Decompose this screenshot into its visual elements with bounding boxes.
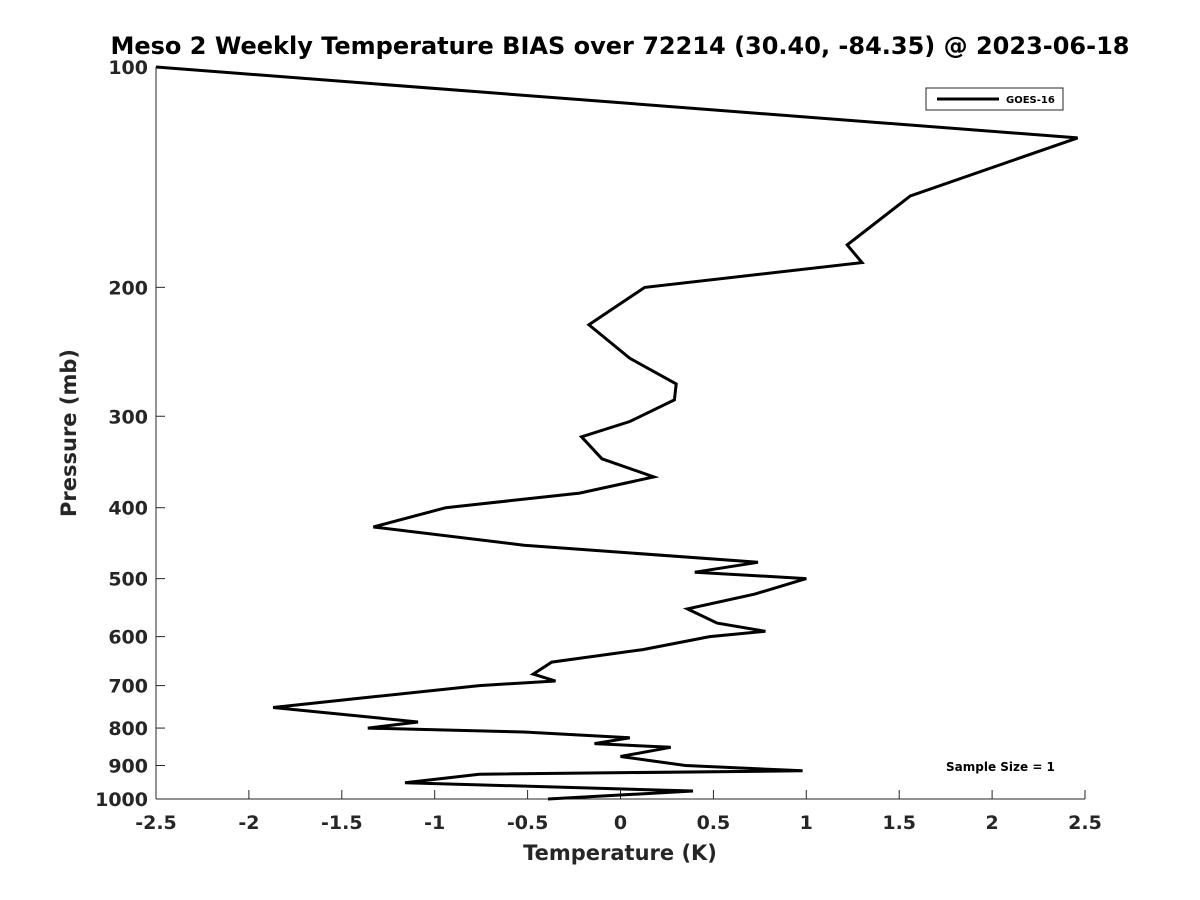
x-tick-label: 0 [614,812,627,834]
series-group [155,65,1079,801]
x-tick-label: 2.5 [1068,812,1102,834]
x-tick-label: -1 [424,812,445,834]
y-tick-label: 800 [108,718,148,740]
legend: GOES-16 [925,87,1064,111]
y-tick-label: 100 [108,57,148,79]
sample-size-annotation: Sample Size = 1 [946,760,1055,774]
legend-label-goes-16: GOES-16 [1006,95,1055,106]
plot-area: -2.5 -2 -1.5 -1 -0.5 0 0.5 1 1.5 2 2.5 100 200 300 40… [95,57,1102,834]
y-tick-label: 200 [108,277,148,299]
x-tick-label: -1.5 [321,812,363,834]
y-tick-label: 600 [108,627,148,649]
y-tick-label: 900 [108,756,148,778]
x-tick-label: -0.5 [507,812,549,834]
y-tick-label: 700 [108,676,148,698]
x-axis-label: Temperature (K) [523,841,717,865]
y-tick-label: 400 [108,498,148,520]
x-ticks: -2.5 -2 -1.5 -1 -0.5 0 0.5 1 1.5 2 2.5 [135,790,1102,834]
y-tick-label: 1000 [95,789,148,811]
y-axis-label: Pressure (mb) [57,349,81,517]
x-tick-label: -2.5 [135,812,177,834]
chart-title: Meso 2 Weekly Temperature BIAS over 7221… [110,32,1129,60]
series-line-goes-16 [155,65,1079,801]
x-tick-label: 1 [800,812,813,834]
y-tick-label: 500 [108,569,148,591]
x-tick-label: 2 [985,812,998,834]
x-tick-label: -2 [238,812,259,834]
y-ticks: 100 200 300 400 500 600 700 800 900 1000 [95,57,165,811]
y-tick-label: 300 [108,406,148,428]
x-tick-label: 0.5 [697,812,731,834]
x-tick-label: 1.5 [882,812,916,834]
